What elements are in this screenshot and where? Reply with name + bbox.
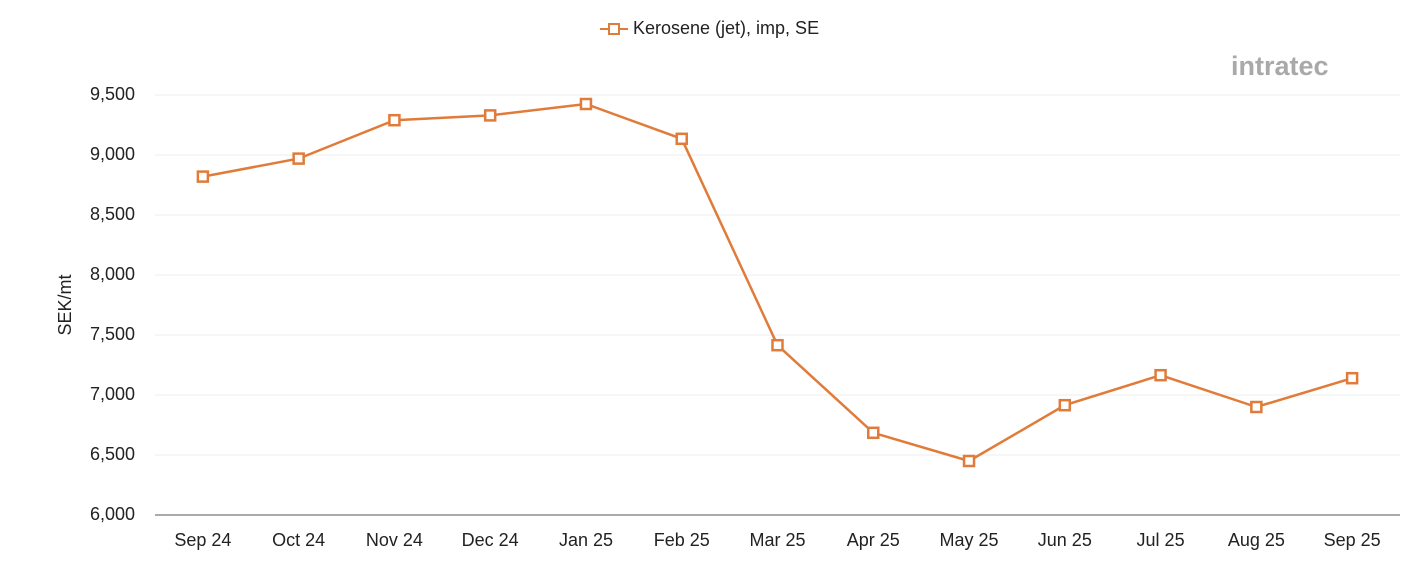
y-tick-label: 8,000 (90, 264, 135, 284)
logo: intratec (1231, 51, 1329, 81)
x-tick-label: Dec 24 (462, 530, 519, 550)
legend-label: Kerosene (jet), imp, SE (633, 18, 819, 38)
y-tick-label: 8,500 (90, 204, 135, 224)
x-tick-label: Jan 25 (559, 530, 613, 550)
point-marker (292, 152, 305, 165)
y-tick-label: 6,000 (90, 504, 135, 524)
x-tick-label: Oct 24 (272, 530, 325, 550)
y-axis-label: SEK/mt (55, 274, 75, 335)
point-marker (675, 132, 688, 146)
y-tick-label: 7,500 (90, 324, 135, 344)
point-marker (771, 338, 784, 352)
x-tick-label: Mar 25 (749, 530, 805, 550)
point-marker (1345, 371, 1359, 385)
point-marker (962, 454, 976, 468)
x-tick-label: Jul 25 (1137, 530, 1185, 550)
x-tick-label: Nov 24 (366, 530, 423, 550)
point-marker (867, 426, 880, 440)
y-tick-label: 9,000 (90, 144, 135, 164)
y-tick-label: 6,500 (90, 444, 135, 464)
point-marker (196, 170, 210, 183)
point-marker (1250, 400, 1263, 414)
x-tick-label: May 25 (940, 530, 999, 550)
point-marker (483, 109, 497, 122)
y-tick-label: 9,500 (90, 84, 135, 104)
point-marker (1058, 398, 1072, 412)
x-tick-label: Feb 25 (654, 530, 710, 550)
x-tick-label: Sep 25 (1324, 530, 1381, 550)
x-tick-label: Jun 25 (1038, 530, 1092, 550)
x-tick-label: Apr 25 (847, 530, 900, 550)
point-marker (1154, 368, 1167, 382)
x-tick-label: Sep 24 (174, 530, 231, 550)
point-marker (579, 97, 593, 111)
point-marker (388, 113, 401, 127)
y-tick-label: 7,000 (90, 384, 135, 404)
series-line (202, 102, 1353, 463)
x-tick-label: Aug 25 (1228, 530, 1285, 550)
legend-marker (608, 23, 620, 35)
